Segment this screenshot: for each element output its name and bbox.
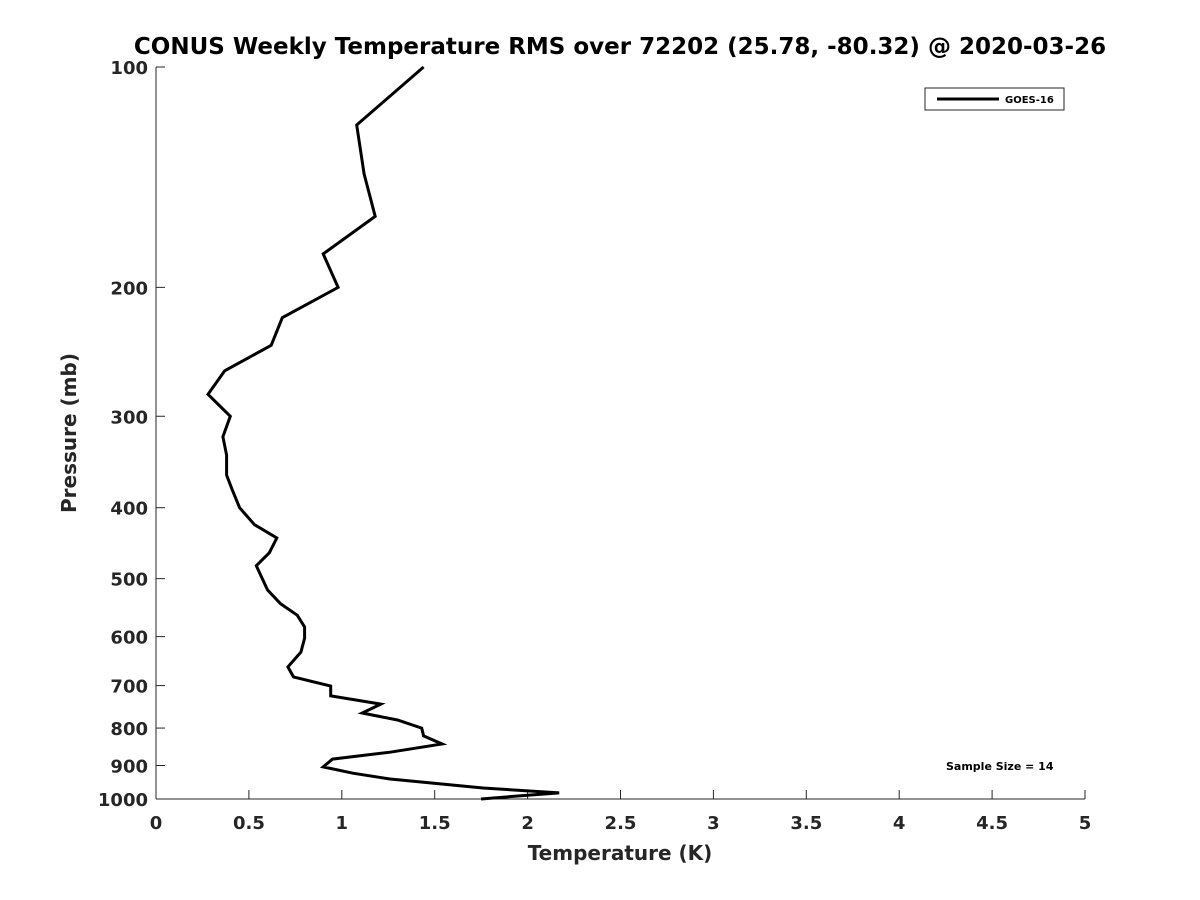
x-tick-label: 2 bbox=[521, 813, 534, 834]
x-tick-label: 0.5 bbox=[233, 813, 265, 834]
y-tick-label: 1000 bbox=[98, 790, 148, 811]
legend-label-goes-16: GOES-16 bbox=[1005, 95, 1054, 106]
y-tick-label: 300 bbox=[110, 407, 148, 428]
x-ticks: 0 0.5 1 1.5 2 2.5 3 3.5 4 4.5 5 bbox=[150, 790, 1092, 834]
chart-title: CONUS Weekly Temperature RMS over 72202 … bbox=[134, 34, 1106, 60]
x-axis-label: Temperature (K) bbox=[528, 841, 713, 865]
y-tick-label: 900 bbox=[110, 757, 148, 778]
y-axis-label: Pressure (mb) bbox=[57, 353, 81, 513]
y-tick-label: 500 bbox=[110, 570, 148, 591]
x-tick-label: 1.5 bbox=[419, 813, 451, 834]
y-ticks: 100 200 300 400 500 600 700 800 900 1000 bbox=[98, 58, 165, 811]
y-tick-label: 200 bbox=[110, 278, 148, 299]
x-tick-label: 3 bbox=[707, 813, 720, 834]
sample-size-annotation: Sample Size = 14 bbox=[946, 760, 1054, 773]
series-line-goes-16 bbox=[206, 65, 560, 801]
y-tick-label: 600 bbox=[110, 628, 148, 649]
x-tick-label: 1 bbox=[336, 813, 349, 834]
x-tick-label: 3.5 bbox=[790, 813, 822, 834]
x-tick-label: 5 bbox=[1079, 813, 1092, 834]
y-tick-label: 400 bbox=[110, 499, 148, 520]
x-tick-label: 4.5 bbox=[976, 813, 1008, 834]
legend: GOES-16 bbox=[924, 87, 1065, 111]
x-tick-label: 4 bbox=[893, 813, 906, 834]
x-tick-label: 2.5 bbox=[605, 813, 637, 834]
x-tick-label: 0 bbox=[150, 813, 163, 834]
y-tick-label: 100 bbox=[110, 58, 148, 79]
y-tick-label: 700 bbox=[110, 677, 148, 698]
y-tick-label: 800 bbox=[110, 719, 148, 740]
